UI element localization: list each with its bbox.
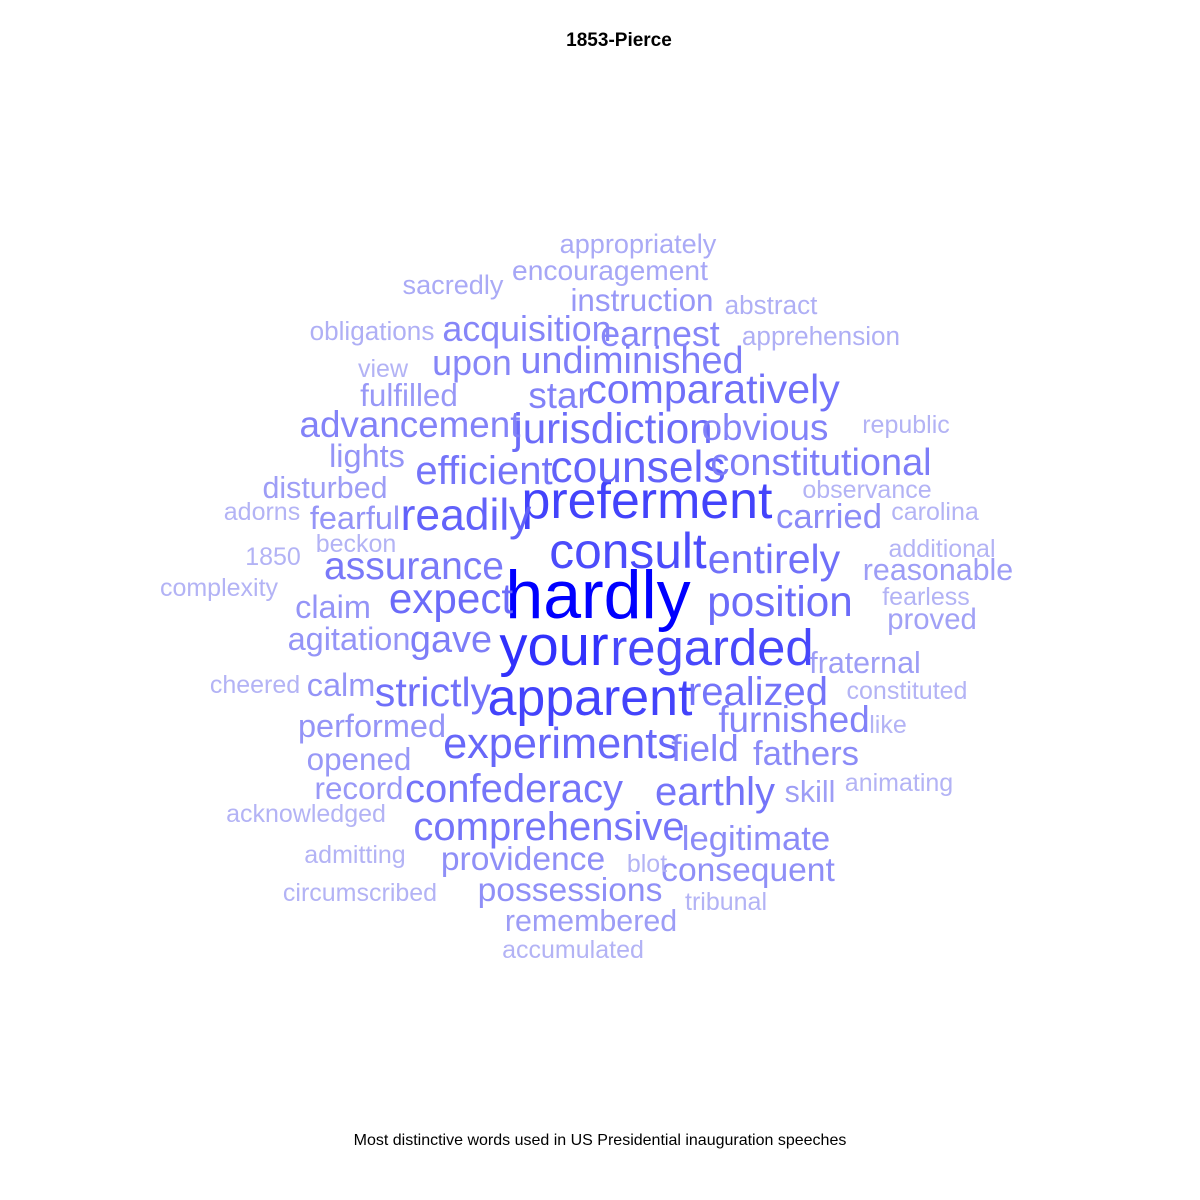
word-furnished: furnished (718, 699, 869, 740)
word-abstract: abstract (725, 290, 819, 320)
word-fraternal: fraternal (809, 646, 921, 680)
word-earthly: earthly (655, 770, 775, 814)
word-legitimate: legitimate (682, 820, 830, 858)
word-comparatively: comparatively (586, 366, 840, 412)
word-jurisdiction: jurisdiction (511, 405, 712, 452)
word-possessions: possessions (478, 872, 663, 909)
word-agitation: agitation (288, 621, 411, 657)
word-regarded: regarded (610, 619, 813, 676)
word-republic: republic (862, 411, 950, 439)
word-fathers: fathers (753, 735, 859, 773)
word-observance: observance (802, 476, 931, 504)
word-position: position (707, 578, 852, 625)
word-experiments: experiments (443, 720, 679, 768)
word-complexity: complexity (160, 574, 279, 602)
word-view: view (358, 355, 409, 383)
word-encouragement: encouragement (512, 254, 708, 286)
word-star: star (528, 375, 589, 416)
word-earnest: earnest (600, 314, 719, 354)
word-consequent: consequent (661, 852, 835, 889)
word-blot: blot (627, 850, 667, 878)
word-1850: 1850 (245, 543, 301, 571)
word-apparent: apparent (488, 668, 693, 726)
word-admitting: admitting (304, 841, 405, 869)
word-acknowledged: acknowledged (226, 800, 386, 828)
word-calm: calm (307, 667, 376, 703)
chart-caption: Most distinctive words used in US Presid… (353, 1132, 847, 1149)
word-adorns: adorns (224, 498, 300, 526)
word-opened: opened (307, 742, 412, 777)
word-accumulated: accumulated (502, 936, 644, 964)
word-counsels: counsels (550, 443, 725, 492)
word-apprehension: apprehension (742, 321, 900, 351)
word-realized: realized (688, 670, 828, 714)
word-readily: readily (401, 491, 533, 540)
word-constituted: constituted (847, 677, 968, 705)
word-acquisition: acquisition (442, 309, 611, 349)
word-gave: gave (410, 619, 492, 661)
word-claim: claim (295, 589, 371, 625)
word-remembered: remembered (505, 904, 677, 938)
word-entirely: entirely (708, 536, 841, 582)
word-performed: performed (298, 708, 446, 744)
word-consult: consult (549, 523, 707, 579)
chart-title: 1853-Pierce (566, 30, 672, 51)
word-like: like (869, 711, 907, 739)
word-obvious: obvious (702, 407, 829, 448)
word-assurance: assurance (324, 545, 504, 588)
word-circumscribed: circumscribed (283, 879, 437, 907)
word-efficient: efficient (415, 449, 552, 493)
word-carolina: carolina (891, 498, 979, 526)
word-additional: additional (888, 535, 995, 563)
word-fulfilled: fulfilled (360, 378, 458, 413)
word-appropriately: appropriately (560, 228, 717, 259)
word-tribunal: tribunal (685, 888, 767, 916)
word-instruction: instruction (570, 283, 713, 318)
word-reasonable: reasonable (863, 553, 1013, 587)
word-obligations: obligations (310, 316, 435, 346)
word-fearless: fearless (882, 583, 970, 611)
word-disturbed: disturbed (262, 471, 387, 505)
word-field: field (671, 728, 739, 769)
word-preferment: preferment (522, 471, 773, 529)
word-comprehensive: comprehensive (413, 805, 684, 849)
word-your: your (499, 614, 608, 677)
word-advancement: advancement (300, 404, 521, 445)
word-lights: lights (329, 438, 405, 474)
word-strictly: strictly (375, 669, 492, 715)
word-skill: skill (785, 775, 836, 809)
word-providence: providence (441, 841, 605, 878)
word-carried: carried (776, 498, 882, 536)
word-animating: animating (845, 769, 953, 797)
word-proved: proved (887, 603, 977, 636)
word-confederacy: confederacy (405, 767, 623, 811)
word-upon: upon (432, 343, 512, 383)
word-constitutional: constitutional (710, 442, 931, 484)
word-record: record (315, 771, 404, 806)
word-fearful: fearful (310, 500, 400, 536)
word-undiminished: undiminished (520, 340, 743, 382)
word-sacredly: sacredly (403, 269, 504, 300)
word-hardly: hardly (505, 557, 690, 633)
word-cheered: cheered (210, 671, 300, 699)
word-beckon: beckon (316, 530, 397, 558)
word-expect: expect (389, 575, 514, 622)
